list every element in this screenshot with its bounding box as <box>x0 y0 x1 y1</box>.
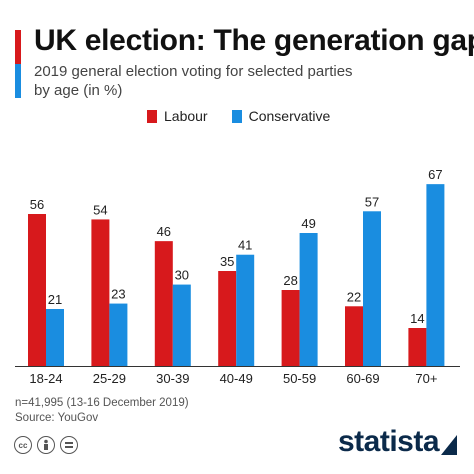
bar-conservative-30-39 <box>172 284 191 366</box>
data-label-labour-18-24: 56 <box>30 197 44 212</box>
data-label-labour-40-49: 35 <box>220 254 234 269</box>
bar-conservative-25-29 <box>109 303 128 366</box>
x-tick-label-30-39: 30-39 <box>156 371 189 386</box>
bar-conservative-40-49 <box>236 254 255 366</box>
attribution-icon[interactable] <box>37 436 55 454</box>
x-tick-label-40-49: 40-49 <box>220 371 253 386</box>
chart-subtitle: 2019 general election voting for selecte… <box>34 63 353 99</box>
equals-icon[interactable] <box>60 436 78 454</box>
legend-swatch-conservative <box>231 109 242 123</box>
data-label-conservative-70: 67 <box>428 167 442 182</box>
license-icons: cc <box>14 436 83 454</box>
sample-note: n=41,995 (13-16 December 2019) <box>15 397 189 409</box>
bar-labour-40-49 <box>218 271 237 366</box>
bar-labour-50-59 <box>281 290 300 366</box>
legend: Labour Conservative <box>147 108 330 124</box>
x-tick-label-50-59: 50-59 <box>283 371 316 386</box>
legend-item-conservative: Conservative <box>231 108 331 124</box>
data-label-conservative-60-69: 57 <box>365 194 379 209</box>
bar-labour-18-24 <box>28 214 46 366</box>
bar-labour-70 <box>408 328 427 366</box>
x-tick-label-18-24: 18-24 <box>29 371 62 386</box>
data-label-labour-50-59: 28 <box>283 273 297 288</box>
accent-blue <box>15 64 21 98</box>
data-label-conservative-18-24: 21 <box>48 292 62 307</box>
bar-labour-30-39 <box>154 241 173 366</box>
legend-item-labour: Labour <box>147 108 208 124</box>
data-label-labour-60-69: 22 <box>347 289 361 304</box>
bar-labour-25-29 <box>91 219 110 366</box>
x-tick-label-60-69: 60-69 <box>346 371 379 386</box>
bar-conservative-70 <box>426 184 445 366</box>
data-label-labour-25-29: 54 <box>93 202 107 217</box>
bar-conservative-50-59 <box>299 233 318 366</box>
brand-logo[interactable]: statista <box>338 425 440 458</box>
bar-conservative-60-69 <box>363 211 381 366</box>
bar-conservative-18-24 <box>46 309 64 366</box>
data-label-labour-30-39: 46 <box>157 224 171 239</box>
data-label-conservative-40-49: 41 <box>238 238 252 253</box>
data-label-conservative-25-29: 23 <box>111 287 125 302</box>
data-label-labour-70: 14 <box>410 311 424 326</box>
x-tick-label-25-29: 25-29 <box>93 371 126 386</box>
x-tick-label-70: 70+ <box>415 371 437 386</box>
bar-labour-60-69 <box>345 306 363 366</box>
legend-swatch-labour <box>147 109 157 123</box>
title-accent-bar <box>15 30 21 98</box>
chart-title: UK election: The generation gap <box>34 24 474 57</box>
source-note: Source: YouGov <box>15 412 99 424</box>
cc-icon[interactable]: cc <box>14 436 32 454</box>
data-label-conservative-30-39: 30 <box>175 268 189 283</box>
legend-label-conservative: Conservative <box>248 108 331 124</box>
footer: n=41,995 (13-16 December 2019) Source: Y… <box>15 396 189 426</box>
data-label-conservative-50-59: 49 <box>301 216 315 231</box>
accent-red <box>15 30 21 64</box>
legend-label-labour: Labour <box>164 108 208 124</box>
brand-mark-icon <box>441 435 457 455</box>
